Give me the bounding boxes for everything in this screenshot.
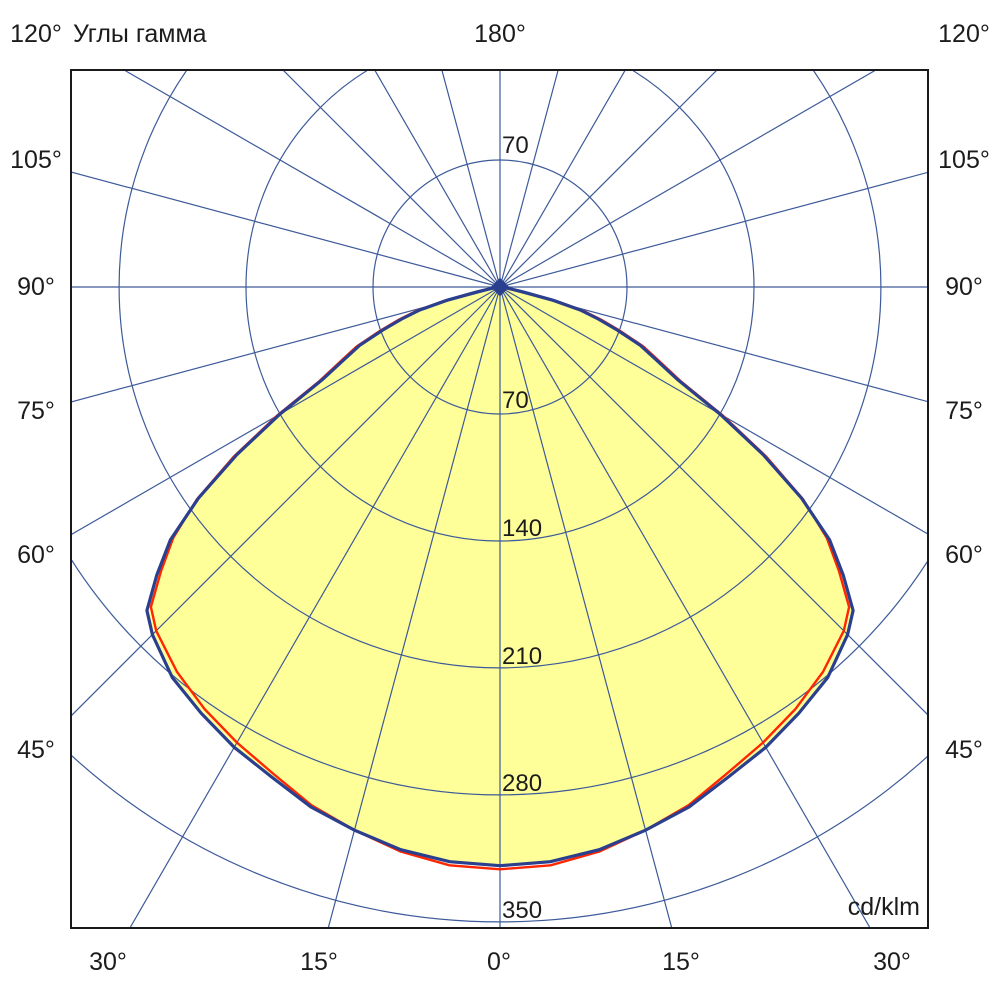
grid-spoke: [499, 70, 718, 288]
angle-label-bottom-15-right: 15°: [662, 948, 700, 976]
angle-label-right-90: 90°: [945, 273, 983, 301]
radial-tick-280: 280: [502, 770, 543, 797]
grid-spoke: [441, 70, 501, 288]
angle-label-left-45: 45°: [17, 736, 55, 764]
grid-spoke: [499, 286, 928, 716]
grid-spoke: [327, 286, 501, 928]
grid-spoke: [499, 286, 673, 928]
angle-label-right-45: 45°: [945, 736, 983, 764]
grid-spoke: [282, 70, 501, 288]
angle-label-right-60: 60°: [945, 541, 983, 569]
angle-label-top-180: 180°: [474, 20, 526, 48]
grid-spoke: [499, 70, 559, 288]
angle-label-left-90: 90°: [17, 273, 55, 301]
angle-label-bottom-15-left: 15°: [300, 948, 338, 976]
grid-spoke: [122, 70, 501, 288]
grid-spoke: [499, 70, 626, 288]
angle-label-bottom-30-left: 30°: [89, 948, 127, 976]
curve-c90-c270: [145, 285, 855, 868]
grid-spoke: [499, 70, 878, 288]
angle-label-right-120: 120°: [938, 20, 990, 48]
grid-spoke: [499, 286, 928, 403]
grid-spoke: [374, 70, 501, 288]
angle-label-right-105: 105°: [938, 146, 990, 174]
radial-tick-140: 140: [502, 515, 543, 542]
angle-label-left-105: 105°: [10, 146, 62, 174]
radial-tick-210: 210: [502, 643, 543, 670]
pole-marker: [490, 277, 510, 297]
radial-tick-350: 350: [502, 897, 543, 924]
angle-label-left-75: 75°: [17, 397, 55, 425]
grid-spoke: [499, 171, 928, 288]
grid-spoke: [71, 286, 501, 403]
angle-label-right-75: 75°: [945, 397, 983, 425]
grid-spoke: [71, 286, 501, 536]
radial-tick-70-upper: 70: [502, 132, 529, 159]
grid-spoke: [499, 286, 928, 535]
grid-spoke: [71, 171, 501, 288]
chart-title: Углы гамма: [73, 20, 207, 48]
grid-spoke: [71, 286, 501, 717]
plot-border: [70, 69, 929, 929]
grid-spoke: [129, 286, 501, 928]
angle-label-left-60: 60°: [17, 541, 55, 569]
grid-spoke: [499, 286, 871, 928]
angle-label-bottom-30-right: 30°: [873, 948, 911, 976]
angle-label-bottom-0: 0°: [487, 948, 511, 976]
angle-label-left-120: 120°: [10, 20, 62, 48]
unit-label: cd/klm: [847, 893, 920, 921]
radial-tick-70: 70: [502, 387, 529, 414]
